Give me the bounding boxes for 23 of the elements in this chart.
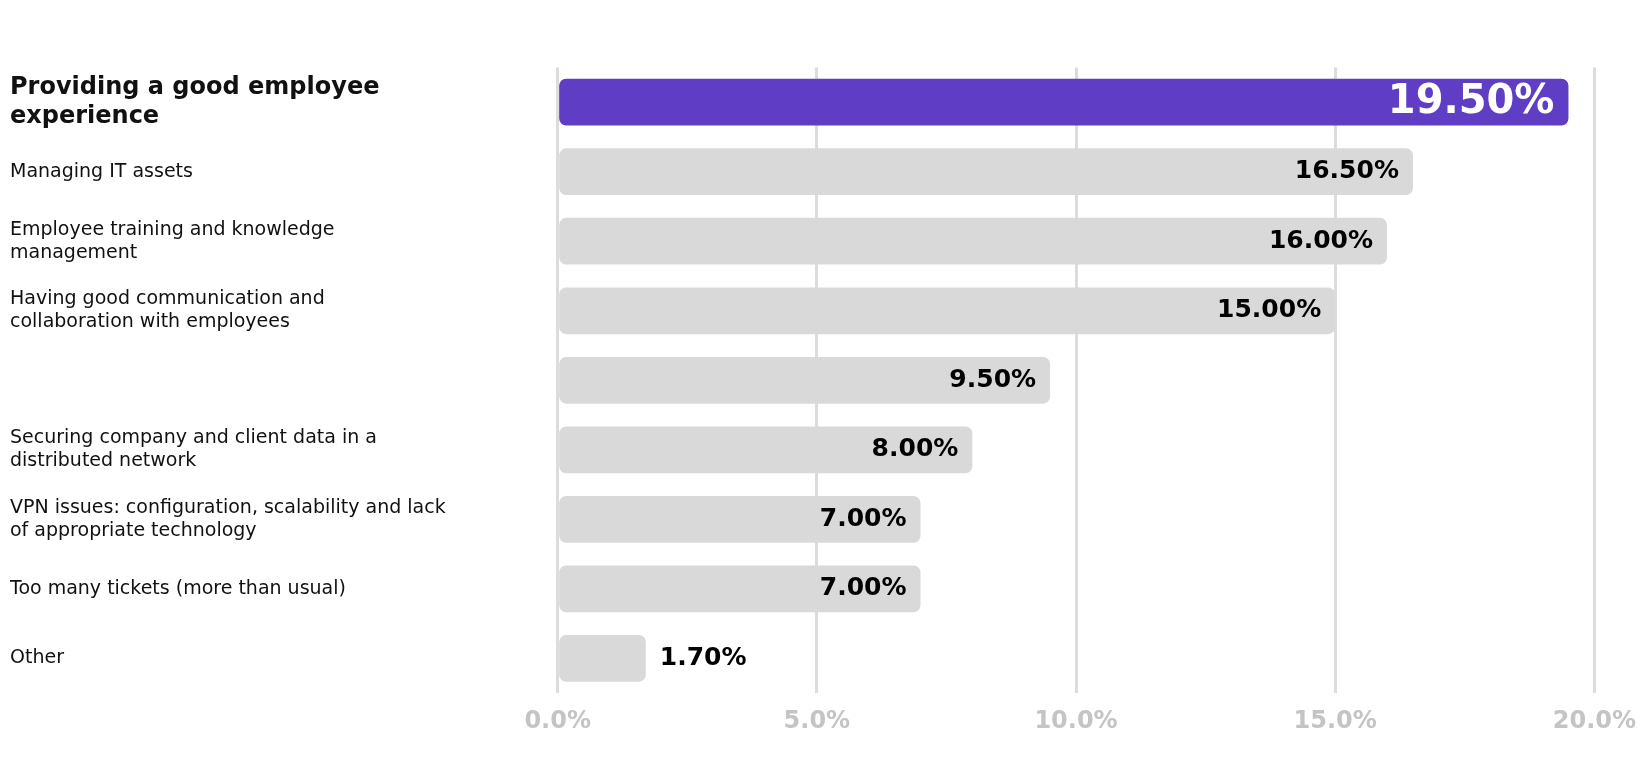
x-tick-label: 5.0% [783,705,851,734]
data-label: 1.70% [659,641,747,671]
data-label: 9.50% [949,363,1037,393]
y-tick-label: VPN issues: configuration, scalability and lack of appropriate technology [10,494,446,540]
y-tick-label: Managing IT assets [10,158,193,181]
y-tick-label: Providing a good employee experience [10,72,380,129]
data-label: 7.00% [819,572,907,602]
y-tick-label: Securing company and client data in a distributed network [10,425,377,471]
y-tick-label: Other [10,645,65,668]
data-label: 19.50% [1387,75,1555,122]
data-label: 16.50% [1294,155,1399,185]
data-label: 8.00% [871,433,959,463]
data-label: 15.00% [1217,294,1322,324]
x-tick-label: 0.0% [524,705,591,734]
y-tick-label: Too many tickets (more than usual) [9,575,346,598]
data-label: 7.00% [819,502,907,532]
x-tick-label: 10.0% [1034,705,1118,734]
bar [559,78,1569,126]
x-tick-label: 15.0% [1293,705,1377,734]
data-label: 16.00% [1268,224,1374,254]
y-tick-label: Having good communication and collaboration with employees [10,286,325,332]
y-tick-label: Employee training and knowledge management [10,216,335,262]
x-tick-label: 20.0% [1552,705,1636,734]
